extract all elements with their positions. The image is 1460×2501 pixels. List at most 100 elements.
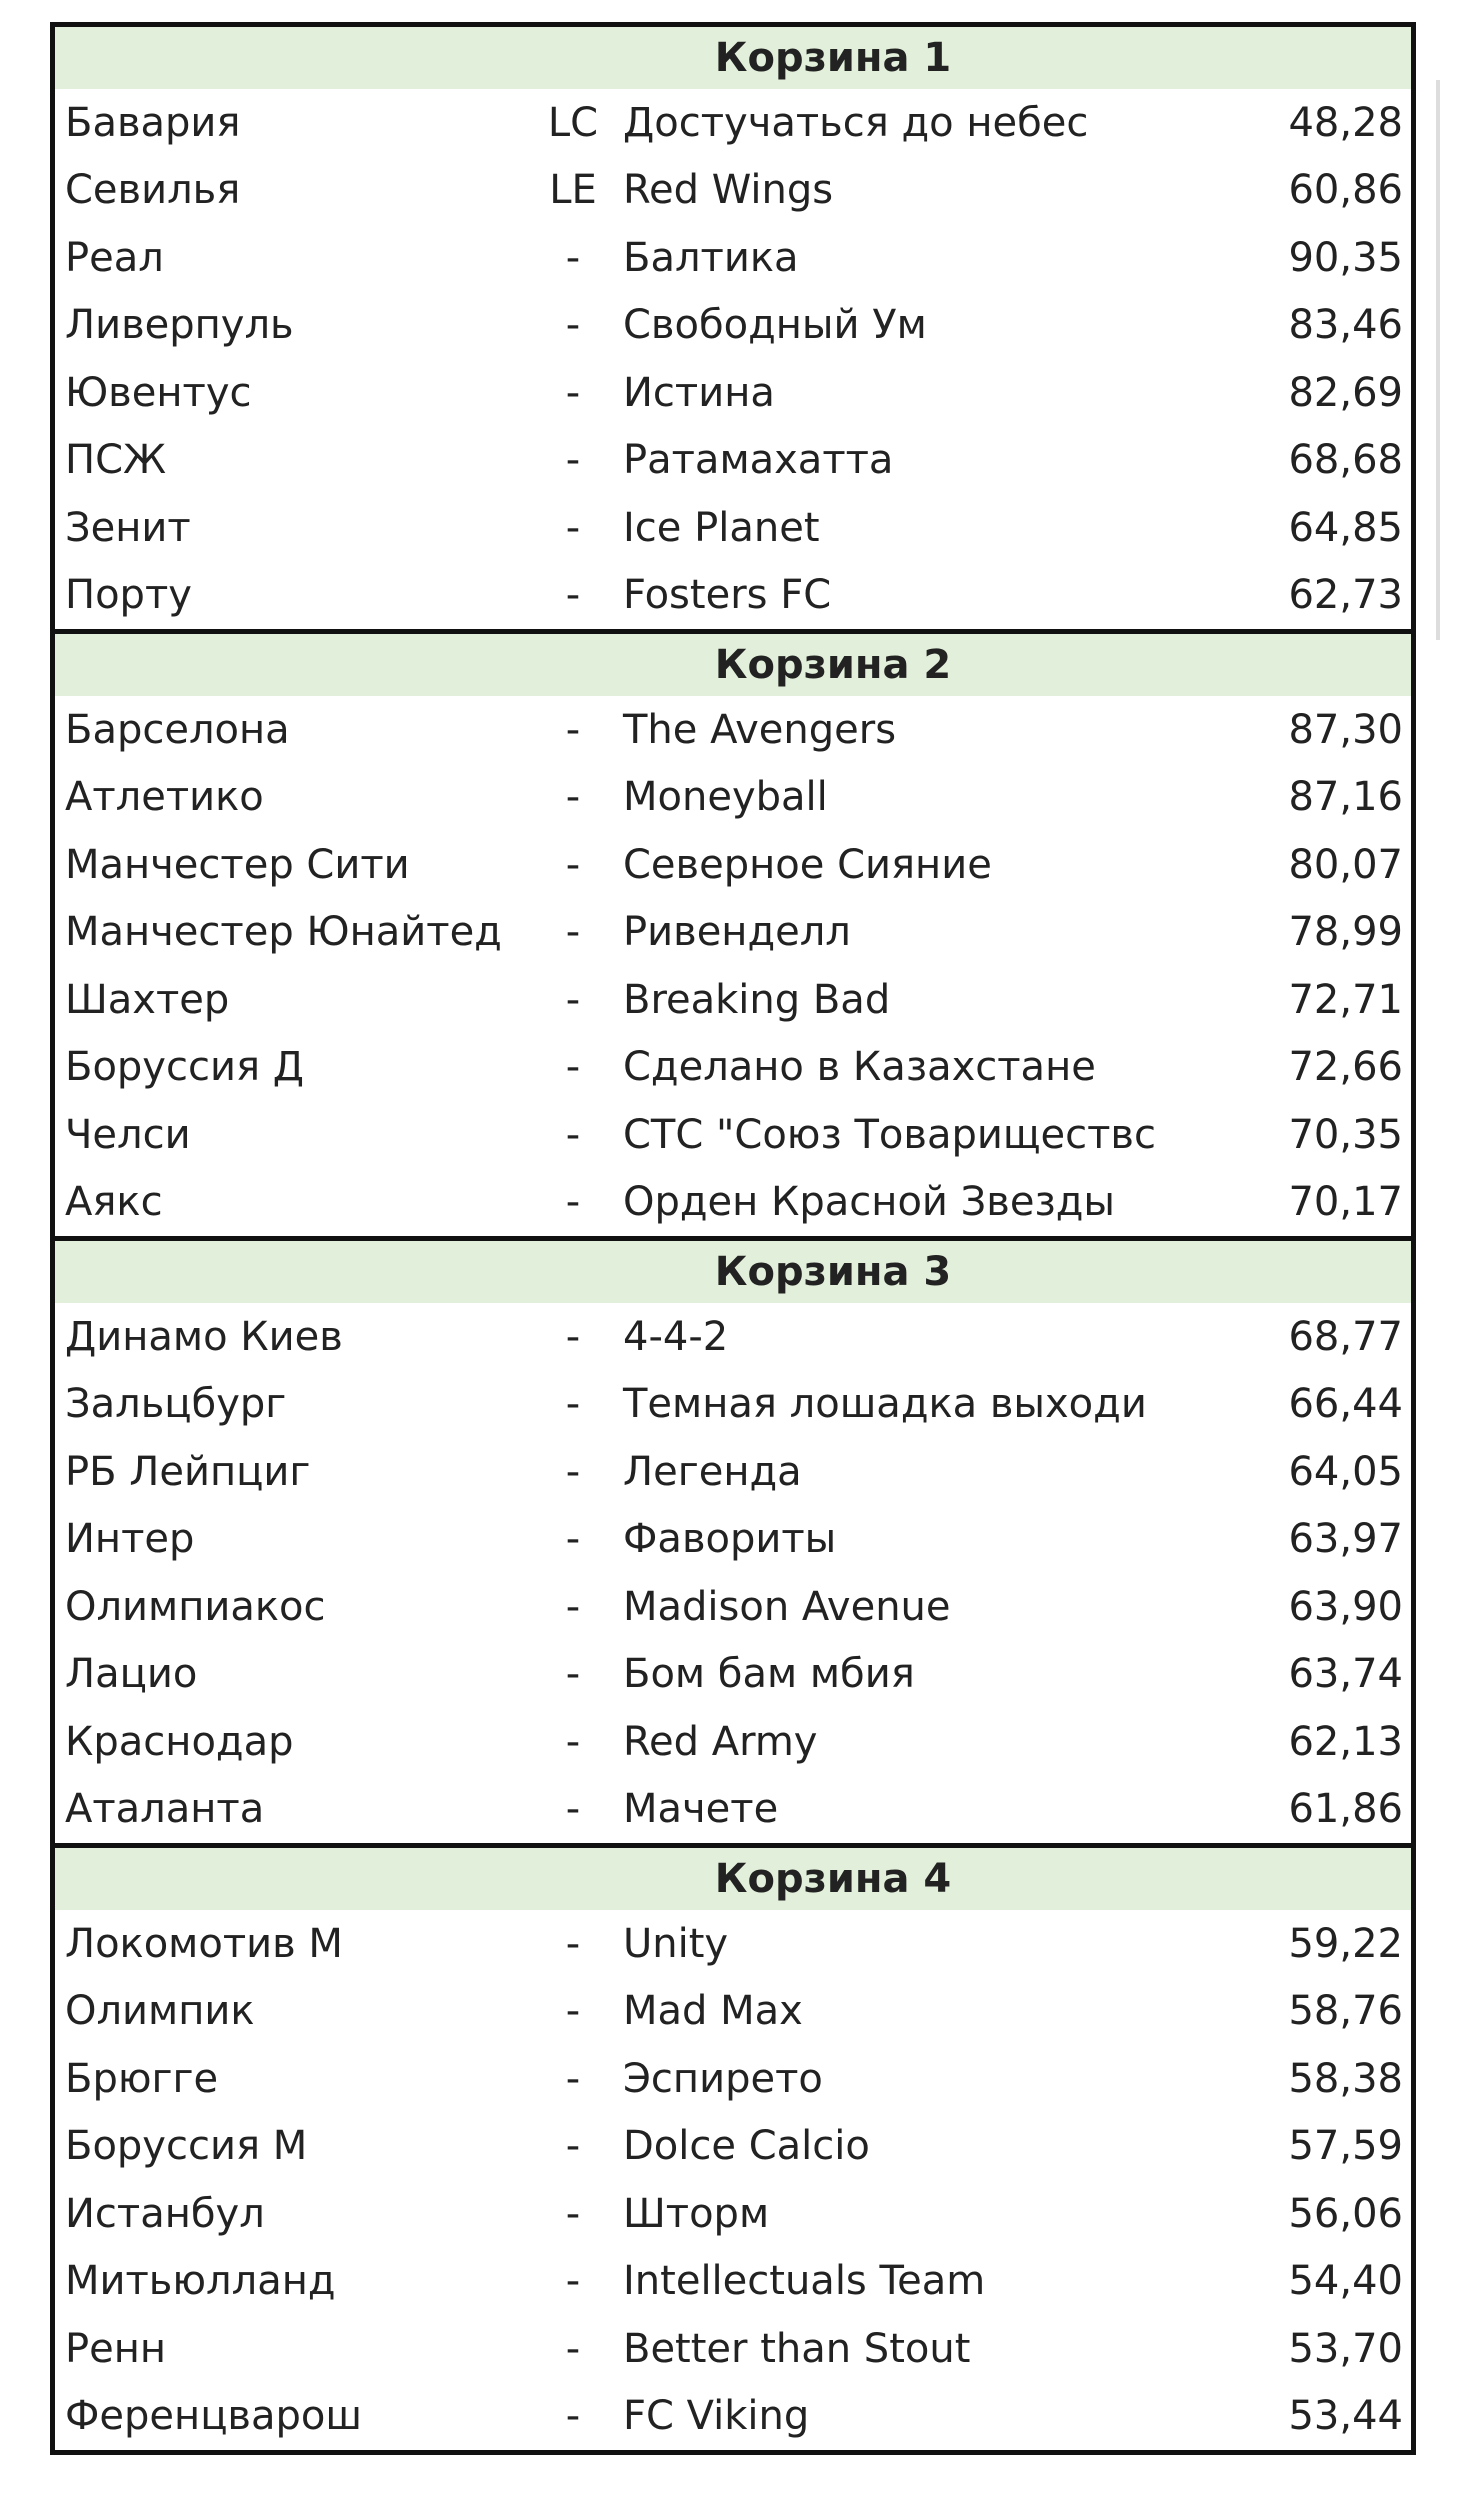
team-cell: Ренн: [65, 2325, 167, 2372]
flag-cell: -: [565, 1988, 581, 2035]
table-row: Аталанта - Мачете 61,86: [55, 1776, 1411, 1844]
flag-cell: -: [565, 504, 581, 551]
flag-cell: -: [565, 572, 581, 619]
flag-cell: -: [565, 2055, 581, 2102]
score-cell: 58,38: [1288, 2055, 1403, 2102]
score-cell: 64,85: [1288, 504, 1403, 551]
table-row: Манчестер Сити - Северное Сияние 80,07: [55, 831, 1411, 899]
squad-cell: FC Viking: [623, 2393, 810, 2440]
table-row: ПСЖ - Ратамахатта 68,68: [55, 427, 1411, 495]
flag-cell: -: [565, 2190, 581, 2237]
flag-cell: LC: [547, 99, 599, 146]
team-cell: Олимпик: [65, 1988, 255, 2035]
flag-cell: -: [565, 841, 581, 888]
score-cell: 78,99: [1288, 909, 1403, 956]
flag-cell: -: [565, 234, 581, 281]
score-cell: 87,30: [1288, 706, 1403, 753]
team-cell: Истанбул: [65, 2190, 265, 2237]
squad-cell: Unity: [623, 1920, 729, 1967]
score-cell: 64,05: [1288, 1448, 1403, 1495]
squad-cell: Mad Max: [623, 1988, 803, 2035]
score-cell: 62,73: [1288, 572, 1403, 619]
score-cell: 59,22: [1288, 1920, 1403, 1967]
pot-3: Корзина 3 Динамо Киев - 4-4-2 68,77 Заль…: [55, 1236, 1411, 1843]
team-cell: Манчестер Юнайтед: [65, 909, 502, 956]
squad-cell: Мачете: [623, 1786, 779, 1833]
score-cell: 61,86: [1288, 1786, 1403, 1833]
score-cell: 68,77: [1288, 1313, 1403, 1360]
table-row: Боруссия М - Dolce Calcio 57,59: [55, 2113, 1411, 2181]
team-cell: РБ Лейпциг: [65, 1448, 311, 1495]
table-row: Ювентус - Истина 82,69: [55, 359, 1411, 427]
team-cell: Аталанта: [65, 1786, 265, 1833]
table-row: Ренн - Better than Stout 53,70: [55, 2315, 1411, 2383]
pot-header: Корзина 2: [55, 634, 1411, 696]
flag-cell: -: [565, 1651, 581, 1698]
table-row: Атлетико - Moneyball 87,16: [55, 764, 1411, 832]
squad-cell: Орден Красной Звезды: [623, 1179, 1115, 1226]
score-cell: 48,28: [1288, 99, 1403, 146]
table-row: Интер - Фавориты 63,97: [55, 1506, 1411, 1574]
squad-cell: Fosters FC: [623, 572, 832, 619]
squad-cell: Madison Avenue: [623, 1583, 951, 1630]
sheet-edge-line: [1436, 80, 1440, 640]
team-cell: Зенит: [65, 504, 191, 551]
pot-header: Корзина 4: [55, 1848, 1411, 1910]
squad-cell: Red Wings: [623, 167, 834, 214]
table-row: Истанбул - Шторм 56,06: [55, 2180, 1411, 2248]
flag-cell: -: [565, 2325, 581, 2372]
flag-cell: -: [565, 1920, 581, 1967]
table-row: Митьюлланд - Intellectuals Team 54,40: [55, 2248, 1411, 2316]
squad-cell: Сделано в Казахстане: [623, 1044, 1096, 1091]
squad-cell: Северное Сияние: [623, 841, 992, 888]
flag-cell: -: [565, 437, 581, 484]
score-cell: 63,90: [1288, 1583, 1403, 1630]
table-row: Барселона - The Avengers 87,30: [55, 696, 1411, 764]
score-cell: 57,59: [1288, 2123, 1403, 2170]
team-cell: Ювентус: [65, 369, 252, 416]
flag-cell: -: [565, 369, 581, 416]
team-cell: Аякс: [65, 1179, 163, 1226]
table-row: Боруссия Д - Сделано в Казахстане 72,66: [55, 1034, 1411, 1102]
pots-table: Корзина 1 Бавария LC Достучаться до небе…: [50, 22, 1416, 2455]
squad-cell: Эспирето: [623, 2055, 823, 2102]
score-cell: 87,16: [1288, 774, 1403, 821]
flag-cell: -: [565, 2393, 581, 2440]
team-cell: Зальцбург: [65, 1381, 287, 1428]
table-row: Брюгге - Эспирето 58,38: [55, 2045, 1411, 2113]
flag-cell: -: [565, 909, 581, 956]
squad-cell: Фавориты: [623, 1516, 837, 1563]
table-row: Порту - Fosters FC 62,73: [55, 562, 1411, 630]
table-row: Олимпиакос - Madison Avenue 63,90: [55, 1573, 1411, 1641]
table-row: Бавария LC Достучаться до небес 48,28: [55, 89, 1411, 157]
team-cell: Барселона: [65, 706, 290, 753]
team-cell: Ференцварош: [65, 2393, 362, 2440]
team-cell: Локомотив М: [65, 1920, 343, 1967]
score-cell: 53,44: [1288, 2393, 1403, 2440]
squad-cell: Истина: [623, 369, 775, 416]
flag-cell: -: [565, 1313, 581, 1360]
table-row: Севилья LE Red Wings 60,86: [55, 157, 1411, 225]
table-row: Манчестер Юнайтед - Ривенделл 78,99: [55, 899, 1411, 967]
team-cell: Атлетико: [65, 774, 264, 821]
score-cell: 62,13: [1288, 1718, 1403, 1765]
table-row: Олимпик - Mad Max 58,76: [55, 1978, 1411, 2046]
team-cell: Манчестер Сити: [65, 841, 410, 888]
flag-cell: LE: [549, 167, 597, 214]
squad-cell: 4-4-2: [623, 1313, 729, 1360]
team-cell: Челси: [65, 1111, 191, 1158]
squad-cell: Better than Stout: [623, 2325, 971, 2372]
pot-2: Корзина 2 Барселона - The Avengers 87,30…: [55, 629, 1411, 1236]
flag-cell: -: [565, 1179, 581, 1226]
pot-header: Корзина 1: [55, 27, 1411, 89]
squad-cell: Легенда: [623, 1448, 802, 1495]
squad-cell: Moneyball: [623, 774, 828, 821]
score-cell: 58,76: [1288, 1988, 1403, 2035]
flag-cell: -: [565, 302, 581, 349]
team-cell: Боруссия М: [65, 2123, 308, 2170]
score-cell: 90,35: [1288, 234, 1403, 281]
flag-cell: -: [565, 2258, 581, 2305]
squad-cell: Intellectuals Team: [623, 2258, 986, 2305]
team-cell: Реал: [65, 234, 164, 281]
team-cell: Динамо Киев: [65, 1313, 343, 1360]
